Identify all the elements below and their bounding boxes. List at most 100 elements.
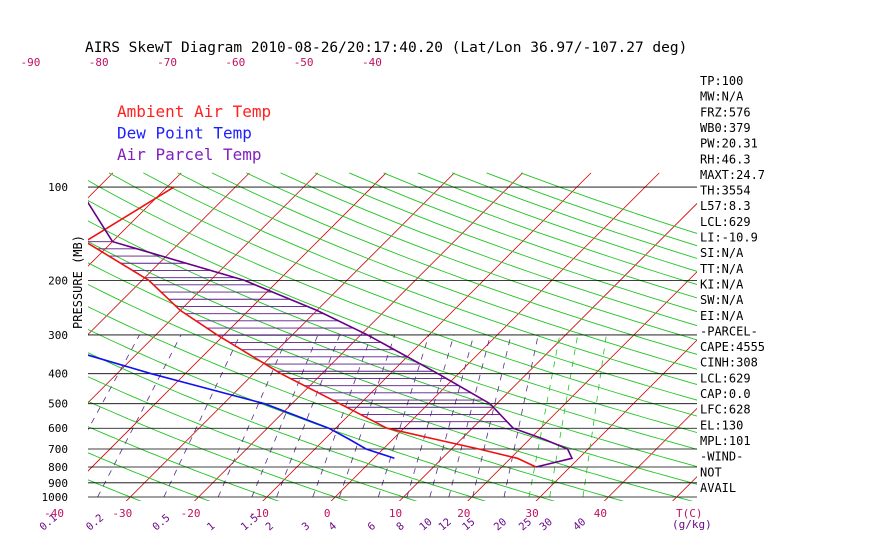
bottom-temp-tick-label: 30 xyxy=(525,507,538,520)
dry-adiabat-line xyxy=(88,199,697,433)
pressure-tick-label: 900 xyxy=(48,477,68,490)
top-temp-tick-label: -60 xyxy=(225,56,245,69)
isotherm-line xyxy=(467,271,697,501)
dry-adiabat-line xyxy=(314,172,697,313)
stability-index: EI:N/A xyxy=(700,309,744,323)
bottom-temp-tick-label: -20 xyxy=(181,507,201,520)
mixing-ratio-line xyxy=(276,334,341,498)
dry-adiabat-line xyxy=(177,172,697,370)
dry-adiabat-line xyxy=(88,241,697,468)
bottom-temp-tick-label: 0 xyxy=(324,507,331,520)
stability-index: SW:N/A xyxy=(700,293,744,307)
bottom-temp-tick-label: 40 xyxy=(594,507,607,520)
isotherm-line xyxy=(88,172,387,472)
stability-index: PW:20.31 xyxy=(700,137,758,151)
isotherm-line xyxy=(603,407,697,501)
isotherm-line xyxy=(738,173,870,504)
dry-adiabat-line xyxy=(88,179,697,417)
mixing-ratio-line xyxy=(472,334,512,498)
stability-index: WB0:379 xyxy=(700,121,751,135)
top-temp-tick-label: -40 xyxy=(362,56,382,69)
isobar-lines xyxy=(88,186,697,498)
mixing-ratio-line xyxy=(217,334,289,498)
stability-index: SI:N/A xyxy=(700,246,744,260)
stability-index: CINH:308 xyxy=(700,356,758,370)
mixing-ratio-line xyxy=(163,334,241,498)
mixing-ratio-tick-label: 30 xyxy=(538,516,555,533)
dry-adiabat-line xyxy=(88,376,418,501)
pressure-tick-label: 1000 xyxy=(42,491,69,504)
top-temp-tick-label: -50 xyxy=(294,56,314,69)
top-temp-tick-label: -90 xyxy=(20,56,40,69)
mixing-ratio-line xyxy=(339,334,396,498)
dry-adiabat-line xyxy=(520,172,697,234)
mixing-ratio-line xyxy=(549,334,579,498)
isotherm-line xyxy=(194,172,523,501)
mixing-ratio-line xyxy=(312,334,372,498)
pressure-tick-label: 700 xyxy=(48,443,68,456)
mixing-ratio-unit-label: (g/kg) xyxy=(672,518,712,531)
isotherm-line xyxy=(88,172,319,404)
pressure-tick-label: 100 xyxy=(48,181,68,194)
stability-index: LFC:628 xyxy=(700,403,751,417)
top-temp-tick-label: -70 xyxy=(157,56,177,69)
stability-index: RH:46.3 xyxy=(700,152,751,166)
stability-index: MPL:101 xyxy=(700,434,751,448)
series-line-dew-point-temp xyxy=(88,354,395,460)
mixing-ratio-tick-label: 8 xyxy=(394,520,407,533)
dry-adiabat-line xyxy=(88,479,142,501)
legend-entry: Ambient Air Temp xyxy=(117,102,271,121)
sounding-series xyxy=(88,186,574,468)
mixing-ratio-tick-label: 0.2 xyxy=(84,512,106,533)
stability-index: LCL:629 xyxy=(700,371,751,385)
mixing-ratio-tick-label: 40 xyxy=(571,516,588,533)
dry-adiabat-line xyxy=(108,172,697,401)
mixing-ratio-tick-label: 1 xyxy=(205,520,218,533)
dry-adiabat-line xyxy=(88,352,487,501)
pressure-tick-label: 600 xyxy=(48,422,68,435)
mixing-ratio-tick-label: 0.5 xyxy=(150,512,172,533)
bottom-temp-tick-label: 10 xyxy=(389,507,402,520)
pressure-tick-label: 300 xyxy=(48,329,68,342)
stability-index: CAPE:4555 xyxy=(700,340,765,354)
mixing-ratio-line xyxy=(448,334,491,498)
pressure-tick-label: 400 xyxy=(48,368,68,381)
isotherm-line xyxy=(535,339,697,501)
mixing-ratio-line xyxy=(429,334,475,498)
mixing-ratio-line xyxy=(377,334,430,498)
series-line-air-parcel-temp xyxy=(88,201,574,468)
y-axis-label: PRESSURE (MB) xyxy=(71,235,85,329)
cape-hatching xyxy=(88,241,515,430)
dry-adiabat-line xyxy=(280,172,697,327)
pressure-tick-label: 800 xyxy=(48,461,68,474)
bottom-temp-tick-label: -40 xyxy=(44,507,64,520)
chart-title: AIRS SkewT Diagram 2010-08-26/20:17:40.2… xyxy=(85,40,687,56)
legend-entry: Air Parcel Temp xyxy=(117,145,262,164)
mixing-ratio-line xyxy=(406,334,455,498)
mixing-ratio-tick-label: 4 xyxy=(326,520,339,533)
stability-index: EL:130 xyxy=(700,418,743,432)
chart-legend: Ambient Air Temp Dew Point Temp Air Parcel… xyxy=(117,102,271,164)
mixing-ratio-tick-label: 10 xyxy=(417,516,434,533)
dry-adiabat-line xyxy=(211,172,697,355)
dry-adiabat-line xyxy=(143,172,697,385)
stability-index: TH:3554 xyxy=(700,184,751,198)
isotherm-line xyxy=(88,172,250,335)
bottom-temp-tick-label: -10 xyxy=(249,507,269,520)
isotherm-line xyxy=(88,172,182,267)
mixing-ratio-tick-label: 12 xyxy=(436,516,453,533)
stability-index: AVAIL xyxy=(700,481,736,495)
mixing-ratio-tick-label: 3 xyxy=(300,520,313,533)
isotherm-line xyxy=(330,172,660,501)
stability-index: KI:N/A xyxy=(700,277,744,291)
dry-adiabat-line xyxy=(88,400,349,501)
stability-index: TP:100 xyxy=(700,74,743,88)
dry-adiabat-line xyxy=(88,452,211,501)
stability-index: FRZ:576 xyxy=(700,105,751,119)
stability-index: MW:N/A xyxy=(700,90,744,104)
isotherm-line xyxy=(398,202,697,501)
top-temperature-ticks: -120-110-100-90-80-70-60-50-40 xyxy=(20,56,382,69)
